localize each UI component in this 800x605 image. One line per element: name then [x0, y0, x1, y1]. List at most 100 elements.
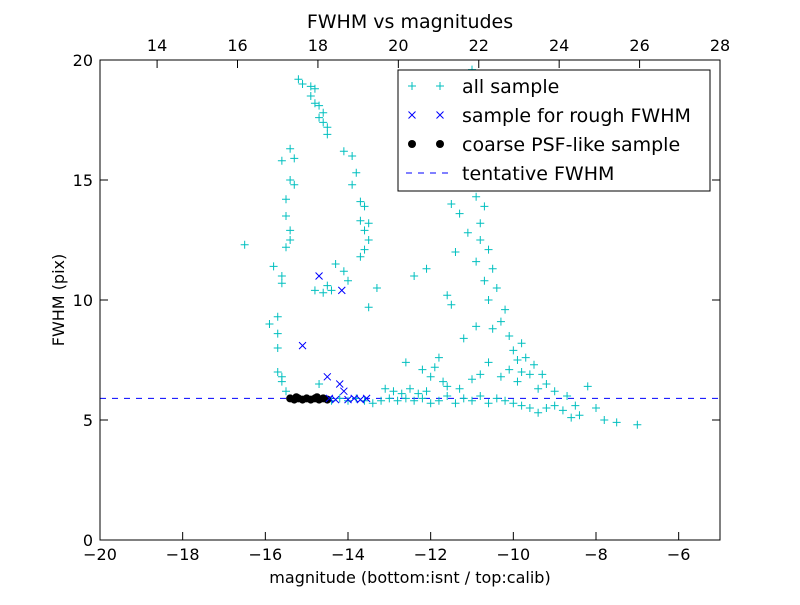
all-sample-point: [434, 353, 443, 362]
top-x-tick-label: 20: [388, 36, 408, 55]
all-sample-point: [517, 368, 526, 376]
all-sample-point: [513, 377, 522, 386]
all-sample-point: [521, 353, 530, 362]
all-sample-point: [364, 236, 373, 244]
all-sample-point: [571, 401, 580, 410]
all-sample-point: [476, 392, 485, 400]
rough-sample-point: [337, 286, 346, 295]
all-sample-point: [430, 363, 439, 372]
all-sample-point: [534, 384, 543, 393]
all-sample-point: [306, 92, 315, 100]
legend: all sample sample for rough FWHM coarse …: [397, 69, 711, 192]
legend-label-all: all sample: [462, 76, 559, 98]
y-tick-label: 20: [73, 51, 93, 70]
all-sample-point: [277, 377, 286, 386]
x-tick-label: −10: [496, 545, 530, 564]
all-sample-point: [422, 387, 431, 396]
all-sample-point: [463, 228, 472, 237]
x-tick-label: −8: [584, 545, 608, 564]
all-sample-point: [282, 243, 290, 252]
all-sample-point: [505, 365, 514, 374]
legend-box: [397, 69, 711, 192]
all-sample-point: [265, 320, 274, 328]
all-sample-point: [368, 399, 377, 408]
all-sample-point: [496, 372, 505, 381]
all-sample-point: [418, 394, 427, 403]
all-sample-point: [496, 317, 505, 326]
rough-sample-point: [356, 395, 365, 404]
all-sample-point: [558, 406, 567, 415]
x-tick-label: −14: [331, 545, 365, 564]
rough-sample-point: [315, 272, 323, 280]
all-sample-point: [389, 387, 398, 396]
all-sample-point: [397, 389, 406, 398]
legend-symbol-coarse: [436, 140, 444, 148]
all-sample-point: [360, 245, 369, 254]
all-sample-point: [509, 399, 518, 408]
all-sample-point: [563, 392, 572, 400]
y-axis-title: FWHM (pix): [49, 254, 68, 347]
top-x-tick-label: 22: [469, 36, 489, 55]
coarse-sample-point: [292, 393, 301, 402]
rough-sample-point: [331, 395, 340, 404]
all-sample-point: [513, 356, 522, 364]
all-sample-point: [356, 216, 365, 225]
all-sample-point: [319, 118, 328, 127]
all-sample-point: [294, 75, 303, 84]
x-axis-title: magnitude (bottom:isnt / top:calib): [269, 568, 550, 587]
all-sample-point: [583, 382, 592, 391]
all-sample-point: [319, 108, 328, 117]
all-sample-point: [439, 377, 448, 386]
all-sample-point: [381, 384, 390, 393]
all-sample-point: [315, 380, 324, 388]
all-sample-point: [455, 209, 464, 218]
all-sample-point: [286, 236, 295, 244]
all-sample-point: [315, 101, 324, 110]
all-sample-point: [273, 344, 282, 352]
all-sample-point: [401, 394, 410, 403]
all-sample-point: [410, 272, 419, 280]
all-sample-point: [273, 368, 282, 376]
all-sample-point: [393, 396, 402, 405]
x-tick-label: −16: [248, 545, 282, 564]
all-sample-point: [360, 226, 369, 235]
all-sample-point: [505, 332, 514, 340]
all-sample-point: [273, 329, 282, 338]
all-sample-point: [240, 240, 249, 249]
all-sample-point: [443, 392, 452, 400]
all-sample-point: [492, 394, 501, 403]
legend-symbols: [404, 82, 448, 174]
all-sample-point: [447, 300, 456, 309]
legend-symbol-rough: [436, 111, 444, 119]
all-sample-point: [323, 123, 332, 132]
all-sample-point: [472, 257, 481, 266]
ticks-layer: −20 −18 −16 −14 −12 −10 −8 −6 14 16 18 20 22 24 26 28 0 5…: [73, 36, 731, 564]
all-sample-point: [298, 80, 307, 88]
top-x-tick-label: 18: [308, 36, 328, 55]
all-sample-point: [339, 147, 348, 156]
y-tick-label: 5: [83, 411, 93, 430]
coarse-sample-layer: [286, 393, 332, 404]
y-tick-label: 0: [83, 531, 93, 550]
all-sample-point: [447, 200, 456, 208]
top-x-tick-label: 24: [549, 36, 569, 55]
x-tick-label: −12: [414, 545, 448, 564]
all-sample-point: [525, 370, 534, 379]
all-sample-point: [443, 291, 452, 300]
all-sample-point: [501, 305, 510, 314]
all-sample-point: [484, 358, 493, 367]
top-x-tick-label: 14: [147, 36, 167, 55]
all-sample-point: [476, 370, 485, 379]
all-sample-point: [282, 195, 290, 204]
y-tick-label: 15: [73, 171, 93, 190]
x-tick-label: −20: [83, 545, 117, 564]
all-sample-point: [377, 396, 386, 405]
rough-sample-point: [340, 387, 348, 396]
rough-sample-layer: [298, 272, 371, 404]
all-sample-point: [356, 252, 365, 261]
all-sample-point: [530, 360, 538, 369]
all-sample-point: [348, 180, 357, 189]
all-sample-point: [538, 370, 547, 379]
all-sample-point: [517, 339, 526, 348]
